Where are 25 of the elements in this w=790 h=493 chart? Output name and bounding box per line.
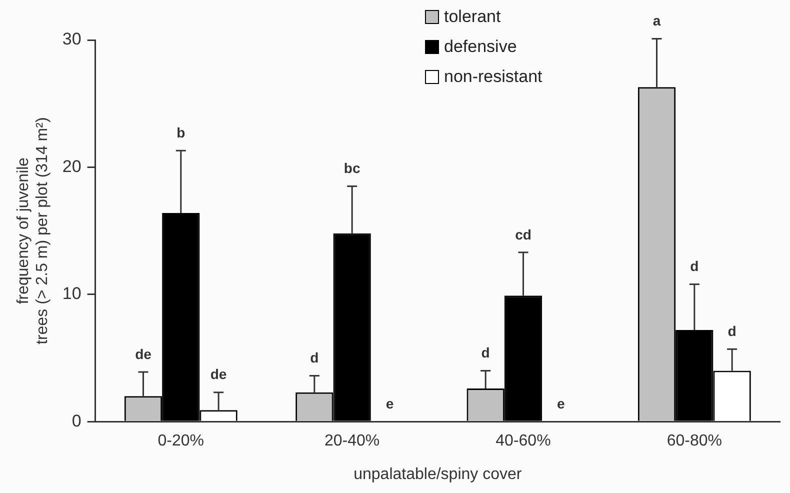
annotation: de: [135, 346, 152, 362]
y-axis-title: frequency of juvenile trees (> 2.5 m) per plot (314 m²): [15, 117, 52, 344]
annotation: cd: [515, 226, 532, 242]
x-axis-title: unpalatable/spiny cover: [354, 466, 522, 483]
annotation: d: [728, 322, 736, 339]
annotation: b: [176, 124, 186, 141]
y-tick-label: 30: [62, 30, 82, 49]
annotation: d: [481, 344, 490, 361]
annotation: e: [557, 395, 565, 412]
annotation: d: [690, 258, 699, 274]
legend-label: tolerant: [444, 7, 501, 27]
x-tick-label: 40-60%: [496, 432, 551, 450]
x-tick-label: 60-80%: [666, 432, 722, 450]
y-tick-label: 20: [62, 156, 82, 176]
annotation: d: [310, 350, 319, 366]
x-tick-label: 20-40%: [324, 432, 380, 450]
legend-label: non-resistant: [444, 67, 542, 87]
legend-label: defensive: [444, 37, 517, 57]
text: a: [652, 12, 661, 29]
annotation: de: [210, 366, 227, 382]
y-tick-label: 0: [72, 411, 82, 430]
y-tick-label: 10: [62, 284, 82, 304]
annotation: bc: [344, 160, 360, 176]
annotation: e: [386, 395, 394, 412]
x-tick-label: 0-20%: [158, 432, 204, 450]
